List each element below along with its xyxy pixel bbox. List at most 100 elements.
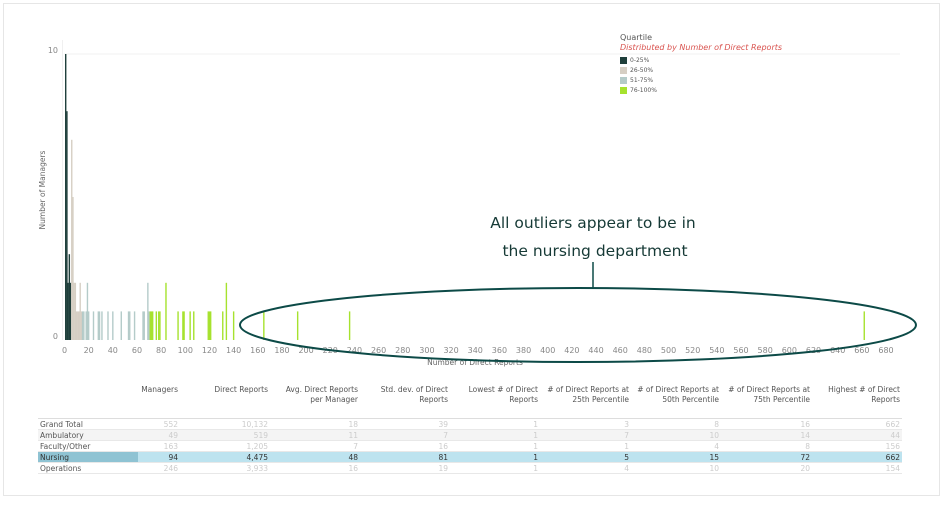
histogram-bar <box>101 311 103 340</box>
table-cell: 662 <box>812 418 902 430</box>
x-tick-label: 640 <box>830 346 845 355</box>
x-tick-label: 420 <box>564 346 579 355</box>
histogram-bar <box>155 311 158 340</box>
table-row[interactable]: Nursing 94 4,475 48 81 1 5 15 72 662 <box>38 451 902 463</box>
column-header <box>38 385 138 419</box>
legend-swatch <box>620 66 627 74</box>
x-tick-label: 140 <box>226 346 241 355</box>
histogram-bar <box>296 311 299 340</box>
table-cell: 16 <box>270 462 360 474</box>
table-cell: 3,933 <box>180 462 270 474</box>
x-tick-label: 680 <box>878 346 893 355</box>
legend-label: 26-50% <box>630 66 654 74</box>
legend-item[interactable]: 0-25% <box>620 55 782 65</box>
histogram-bar <box>182 311 184 340</box>
x-tick-label: 0 <box>62 346 67 355</box>
annotation-line-2: the nursing department <box>502 242 687 260</box>
histogram-bar <box>263 311 265 340</box>
outlier-ellipse <box>239 287 917 363</box>
histogram-bar <box>147 282 149 340</box>
table-cell: 20 <box>721 462 812 474</box>
histogram-chart: 0 20 40 60 80 100 120 140 160 180 200 220 240 260 280 3… <box>38 40 917 367</box>
table-cell: 8 <box>721 440 812 452</box>
y-axis-label: Number of Managers <box>38 150 47 229</box>
histogram-bar <box>159 311 161 340</box>
histogram-bar <box>177 311 179 340</box>
annotation-line-1: All outliers appear to be in <box>490 214 695 232</box>
histogram-bar <box>120 311 122 340</box>
row-label: Nursing <box>38 451 138 463</box>
legend-swatch <box>620 76 627 84</box>
table-cell: 1 <box>450 462 540 474</box>
legend-item[interactable]: 26-50% <box>620 65 782 75</box>
x-tick-label: 400 <box>540 346 555 355</box>
legend-title: Quartile <box>620 33 653 42</box>
table-cell: 7 <box>540 429 631 441</box>
x-tick-label: 60 <box>132 346 142 355</box>
table-cell: 19 <box>360 462 450 474</box>
y-tick-label: 0 <box>53 332 58 341</box>
table-cell: 662 <box>812 451 902 463</box>
x-tick-label: 120 <box>202 346 217 355</box>
histogram-bar <box>133 311 136 340</box>
histogram-bar <box>67 282 69 340</box>
x-tick-label: 520 <box>685 346 700 355</box>
histogram-bar <box>208 311 211 340</box>
histogram-bar <box>92 311 95 340</box>
x-tick-label: 320 <box>443 346 458 355</box>
histogram-bar <box>79 282 81 340</box>
x-tick-label: 540 <box>709 346 724 355</box>
table-cell: 1 <box>540 440 631 452</box>
histogram-bar <box>348 311 351 340</box>
histogram-bar <box>72 197 74 340</box>
table-row[interactable]: Ambulatory 49 519 11 7 1 7 10 14 44 <box>38 429 902 441</box>
column-header: # of Direct Reports at 25th Percentile <box>547 385 629 404</box>
table-cell: 246 <box>138 462 180 474</box>
histogram-bar <box>209 311 212 340</box>
histogram-bar <box>127 311 130 340</box>
histogram-bar <box>143 311 145 340</box>
column-header: Avg. Direct Reports per Manager <box>285 385 358 404</box>
table-cell: 4 <box>540 462 631 474</box>
table-cell: 10 <box>631 429 721 441</box>
x-tick-label: 20 <box>84 346 94 355</box>
histogram-bar <box>149 311 151 340</box>
histogram-bar <box>165 282 167 340</box>
table-row[interactable]: Operations 246 3,933 16 19 1 4 10 20 154 <box>38 462 902 474</box>
histogram-bar <box>77 311 79 340</box>
histogram-bar <box>75 311 78 340</box>
column-header: # of Direct Reports at 50th Percentile <box>637 385 719 404</box>
table-cell: 156 <box>812 440 902 452</box>
table-cell: 1 <box>450 440 540 452</box>
table-row[interactable]: Grand Total 552 10,132 18 39 1 3 8 16 662 <box>38 418 902 430</box>
table-cell: 14 <box>721 429 812 441</box>
table-cell: 11 <box>270 429 360 441</box>
histogram-bar <box>222 311 224 340</box>
legend-item[interactable]: 51-75% <box>620 75 782 85</box>
histogram-bar <box>207 311 209 340</box>
histogram-bar <box>74 282 77 340</box>
histogram-bar <box>81 311 84 340</box>
table-row[interactable]: Faculty/Other 163 1,205 7 16 1 1 4 8 156 <box>38 440 902 452</box>
histogram-bar <box>87 311 90 340</box>
histogram-bar <box>86 282 89 340</box>
summary-table: Managers Direct Reports Avg. Direct Report… <box>38 385 902 474</box>
column-header: Direct Reports <box>214 385 268 394</box>
table-cell: 10 <box>631 462 721 474</box>
x-tick-label: 40 <box>108 346 118 355</box>
x-tick-label: 160 <box>250 346 265 355</box>
histogram-bar <box>68 254 71 340</box>
histogram-bar <box>150 311 153 340</box>
table-cell: 1 <box>450 451 540 463</box>
x-tick-label: 440 <box>588 346 603 355</box>
histogram-bar <box>78 311 80 340</box>
legend-item[interactable]: 76-100% <box>620 85 782 95</box>
histogram-bar <box>863 311 865 340</box>
x-tick-label: 180 <box>274 346 289 355</box>
histogram-bar <box>97 311 100 340</box>
row-label: Ambulatory <box>38 429 138 441</box>
histogram-bar <box>66 111 68 340</box>
x-axis-label: Number of Direct Reports <box>427 358 523 367</box>
table-cell: 10,132 <box>180 418 270 430</box>
table-cell: 49 <box>138 429 180 441</box>
